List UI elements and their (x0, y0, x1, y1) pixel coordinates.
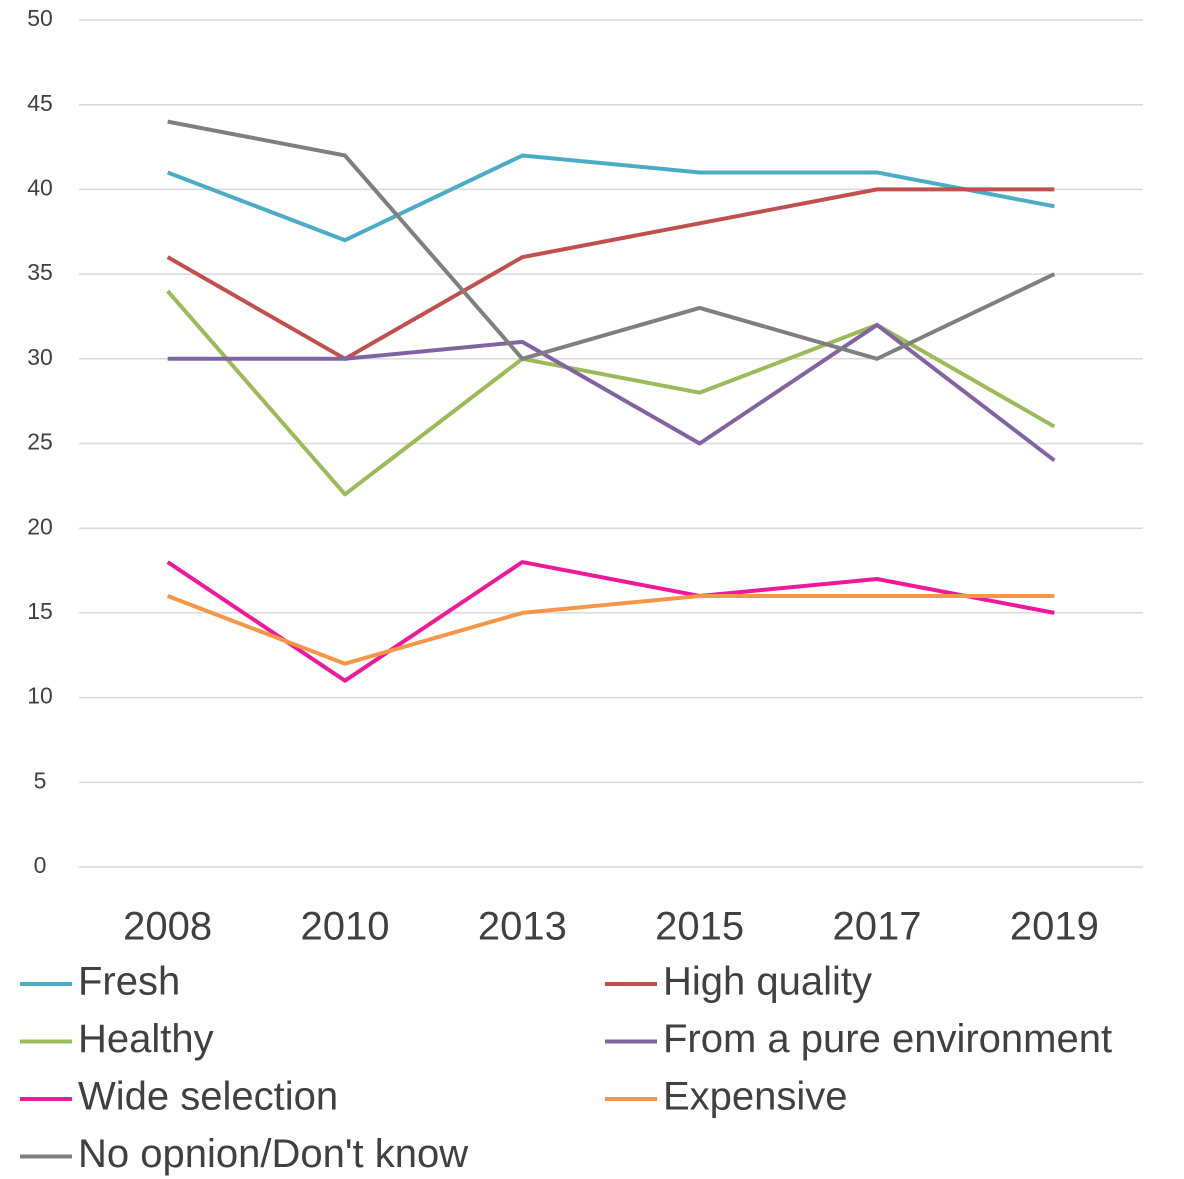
y-tick-label: 15 (27, 598, 53, 624)
y-tick-label: 20 (27, 513, 53, 539)
series-line (166, 560, 1055, 683)
y-tick-label: 40 (27, 174, 53, 200)
legend-label: Healthy (78, 1017, 214, 1061)
y-tick-label: 0 (34, 852, 47, 878)
y-tick-label: 45 (27, 90, 53, 116)
legend-label: Fresh (78, 960, 180, 1004)
legend-label: No opnion/Don't know (78, 1132, 468, 1176)
x-tick-label: 2010 (301, 905, 390, 949)
legend-label: Wide selection (78, 1075, 338, 1119)
x-tick-label: 2017 (833, 905, 922, 949)
series-line (167, 322, 1056, 463)
y-tick-label: 35 (27, 259, 53, 285)
y-tick-label: 50 (27, 5, 53, 31)
legend-label: High quality (663, 960, 872, 1004)
series-line (166, 187, 1055, 361)
y-tick-label: 5 (34, 767, 47, 793)
x-tick-label: 2008 (123, 905, 212, 949)
legend-label: From a pure environment (663, 1017, 1112, 1061)
x-tick-label: 2013 (478, 905, 567, 949)
x-tick-label: 2015 (655, 905, 744, 949)
series-line (166, 153, 1055, 243)
y-tick-label: 25 (27, 429, 53, 455)
legend-label: Expensive (663, 1075, 848, 1119)
series-line (166, 289, 1056, 497)
y-tick-label: 10 (27, 683, 53, 709)
x-tick-label: 2019 (1010, 905, 1099, 949)
series-line (166, 593, 1055, 666)
y-tick-label: 30 (27, 344, 53, 370)
series-line (167, 119, 1056, 361)
